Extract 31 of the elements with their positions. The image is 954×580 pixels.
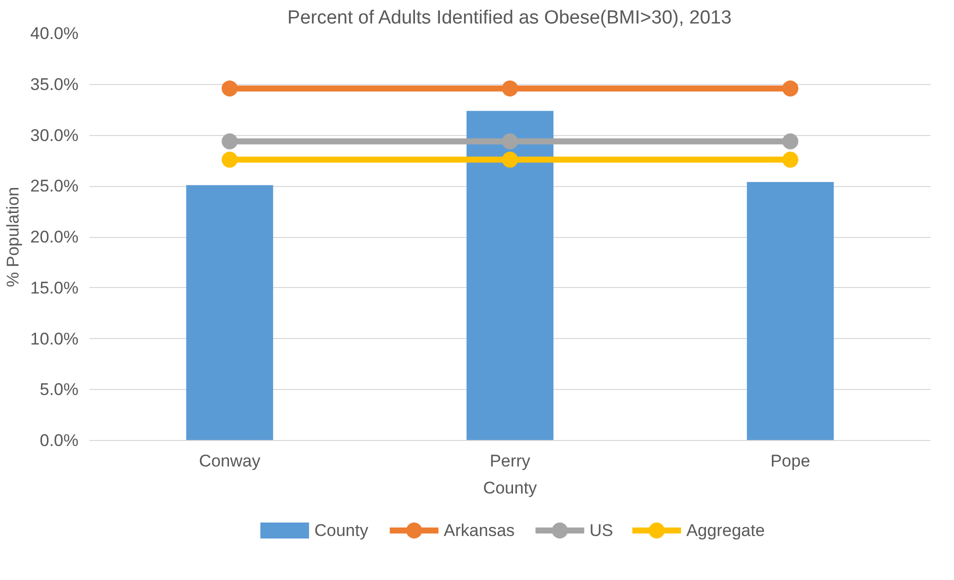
x-axis-title: County [483, 478, 538, 498]
point [222, 152, 238, 168]
x-tick-label: Perry [490, 452, 531, 470]
legend-label: Aggregate [686, 521, 765, 540]
y-tick-label: 35.0% [30, 74, 78, 94]
y-tick-label: 15.0% [30, 278, 78, 298]
point [502, 152, 518, 168]
point [782, 152, 798, 168]
point [222, 133, 238, 150]
x-tick-label: Conway [198, 452, 261, 470]
point [502, 80, 518, 96]
chart-title: Percent of Adults Identified as Obese(BMI>30), 2013 [287, 8, 732, 28]
bar [186, 185, 274, 440]
y-tick-label: 30.0% [30, 126, 78, 145]
y-tick-label: 5.0% [40, 380, 78, 400]
bar [746, 182, 834, 440]
y-axis-title: % Population [3, 186, 22, 288]
legend-label: Arkansas [444, 521, 515, 540]
point [782, 133, 798, 150]
point [502, 133, 518, 150]
x-tick-label: Pope [770, 452, 810, 470]
legend-label: County [314, 521, 369, 540]
y-tick-label: 20.0% [30, 228, 78, 246]
point [222, 80, 238, 96]
bar [466, 110, 554, 440]
y-tick-label: 25.0% [30, 176, 78, 196]
y-tick-label: 10.0% [30, 329, 78, 348]
y-tick-label: 40.0% [30, 24, 78, 43]
point [782, 80, 798, 96]
legend-label: US [589, 521, 614, 540]
y-tick-label: 0.0% [40, 431, 78, 450]
